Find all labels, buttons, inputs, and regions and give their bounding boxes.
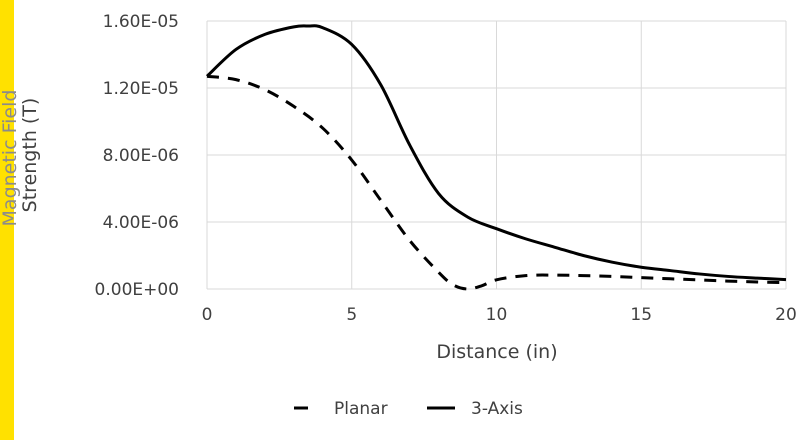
grid [206, 20, 787, 290]
y-tick-label: 8.00E-06 [103, 146, 179, 166]
y-tick-labels: 0.00E+00 4.00E-06 8.00E-06 1.20E-05 1.60E-05 [95, 12, 179, 300]
y-tick-label: 1.60E-05 [103, 12, 179, 32]
accent-bar [0, 0, 14, 440]
x-tick-label: 0 [202, 305, 213, 325]
y-axis-title: Magnetic Field Strength (T) [0, 84, 41, 227]
y-axis-title-line-2: Strength (T) [19, 98, 41, 213]
legend-item-3-axis: 3-Axis [427, 399, 523, 419]
legend: Planar 3-Axis [294, 399, 523, 419]
y-tick-label: 4.00E-06 [103, 213, 179, 233]
legend-label: Planar [334, 399, 388, 419]
legend-label: 3-Axis [471, 399, 523, 419]
series-layer [205, 24, 787, 291]
series-line-3-axis [205, 24, 787, 282]
x-tick-label: 15 [630, 305, 652, 325]
x-tick-label: 5 [346, 305, 357, 325]
y-tick-label: 1.20E-05 [103, 79, 179, 99]
series-line-planar [206, 74, 787, 291]
y-axis-title-line-1: Magnetic Field [0, 90, 21, 227]
y-tick-label: 0.00E+00 [95, 280, 179, 300]
x-tick-label: 20 [775, 305, 796, 325]
x-tick-label: 10 [486, 305, 508, 325]
legend-item-planar: Planar [294, 399, 388, 419]
x-axis-title: Distance (in) [436, 341, 557, 363]
x-tick-labels: 0 5 10 15 20 [202, 305, 796, 325]
